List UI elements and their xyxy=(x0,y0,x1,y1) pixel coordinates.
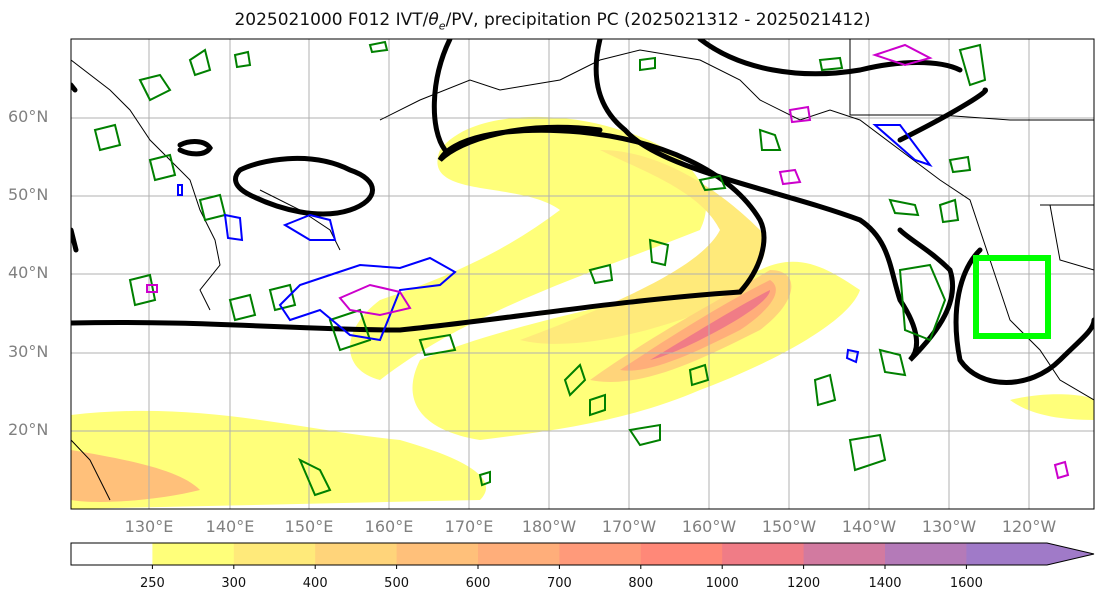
colorbar-cell xyxy=(885,543,967,565)
colorbar-label: 600 xyxy=(465,576,491,591)
theta-e-contours xyxy=(71,39,1094,385)
colorbar-cell xyxy=(559,543,642,565)
colorbar-cell xyxy=(722,543,805,565)
colorbar-label: 400 xyxy=(302,576,328,591)
gridlines xyxy=(71,39,1094,509)
lat-label-50n: 50°N xyxy=(8,185,49,204)
colorbar-label: 1600 xyxy=(949,576,983,591)
colorbar-cell xyxy=(396,543,479,565)
lon-label-120w: 120°W xyxy=(1001,517,1057,536)
colorbar-label: 500 xyxy=(384,576,410,591)
colorbar-cell xyxy=(803,543,886,565)
pv-green-contours xyxy=(93,40,987,497)
lon-label-180w: 180°W xyxy=(521,517,577,536)
lon-label-160e: 160°E xyxy=(364,517,414,536)
lat-label-20n: 20°N xyxy=(8,420,49,439)
lon-label-140w: 140°W xyxy=(841,517,897,536)
map-title: 2025021000 F012 IVT/θe/PV, precipitation… xyxy=(234,10,871,33)
lon-label-150w: 150°W xyxy=(761,517,817,536)
pv-blue-contours xyxy=(177,124,933,364)
lon-label-130e: 130°E xyxy=(124,517,174,536)
colorbar-label: 800 xyxy=(628,576,654,591)
colorbar-label: 1200 xyxy=(787,576,821,591)
lon-label-150e: 150°E xyxy=(284,517,334,536)
lat-label-30n: 30°N xyxy=(8,342,49,361)
colorbar-label: 300 xyxy=(221,576,247,591)
coastlines xyxy=(71,39,1094,501)
lat-label-60n: 60°N xyxy=(8,107,49,126)
colorbar-label: 700 xyxy=(546,576,572,591)
map-frame xyxy=(70,38,1095,510)
lat-label-40n: 40°N xyxy=(8,263,49,282)
colorbar-cell xyxy=(478,543,560,565)
lon-label-140e: 140°E xyxy=(205,517,255,536)
lon-label-170e: 170°E xyxy=(444,517,494,536)
colorbar-cell xyxy=(152,543,235,565)
highlight-box xyxy=(973,255,1051,339)
lon-label-160w: 160°W xyxy=(681,517,737,536)
pv-contours xyxy=(93,40,1070,497)
colorbar-cell xyxy=(233,543,316,565)
pv-magenta-contours xyxy=(146,43,1070,480)
colorbar-label: 250 xyxy=(139,576,165,591)
colorbar-cell xyxy=(966,543,1094,565)
ivt-shading xyxy=(71,116,1094,509)
lon-label-130w: 130°W xyxy=(921,517,977,536)
lon-label-170w: 170°W xyxy=(601,517,657,536)
colorbar-label: 1400 xyxy=(868,576,902,591)
colorbar-frame xyxy=(70,542,1095,566)
colorbar-cell xyxy=(315,543,398,565)
colorbar-cell xyxy=(71,543,153,565)
colorbar-cell xyxy=(640,543,723,565)
colorbar-label: 1000 xyxy=(705,576,739,591)
